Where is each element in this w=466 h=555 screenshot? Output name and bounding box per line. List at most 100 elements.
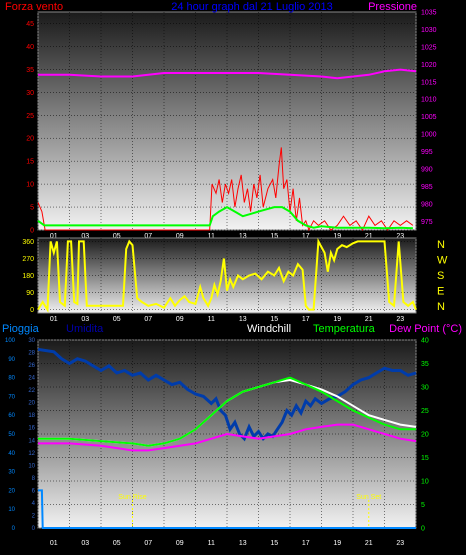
wind-x-tick: 15 — [270, 233, 278, 240]
rain-y-tick: 0 — [12, 526, 16, 532]
compass-label: N — [437, 301, 445, 313]
humidity-y-tick: 14 — [28, 438, 35, 444]
wind-y-tick: 25 — [26, 113, 34, 120]
direction-x-tick: 17 — [302, 316, 310, 323]
temperature-x-tick: 07 — [144, 540, 152, 547]
wind-y-tick: 30 — [26, 90, 34, 97]
wind-x-tick: 21 — [365, 233, 373, 240]
pressure-y-tick: 980 — [421, 201, 433, 208]
temperature-y-tick: 40 — [421, 338, 429, 345]
wind-gust-line — [37, 147, 414, 232]
pressure-axis-label: Pressione — [368, 1, 417, 13]
direction-x-tick: 09 — [176, 316, 184, 323]
temperature-x-tick: 19 — [333, 540, 341, 547]
wind-average-line — [37, 205, 413, 230]
direction-y-tick: 270 — [22, 256, 34, 263]
direction-y-tick: 90 — [26, 290, 34, 297]
direction-x-tick: 03 — [81, 316, 89, 323]
humidity-y-tick: 12 — [28, 451, 35, 457]
direction-y-tick: 180 — [22, 273, 34, 280]
wind-y-tick: 35 — [26, 67, 34, 74]
wind-x-tick: 05 — [113, 233, 121, 240]
humidity-y-tick: 28 — [28, 351, 35, 357]
temperature-y-tick: 0 — [421, 526, 425, 533]
direction-x-tick: 23 — [396, 316, 404, 323]
wind-y-tick: 0 — [30, 228, 34, 235]
pressure-y-tick: 1025 — [421, 44, 437, 51]
wind-x-tick: 23 — [396, 233, 404, 240]
rain-y-tick: 20 — [8, 488, 15, 494]
direction-x-tick: 21 — [365, 316, 373, 323]
pressure-y-tick: 1005 — [421, 114, 437, 121]
direction-x-tick: 13 — [239, 316, 247, 323]
humidity-y-tick: 20 — [28, 401, 35, 407]
wind-x-tick: 19 — [333, 233, 341, 240]
humidity-line — [37, 347, 417, 442]
humidity-y-tick: 6 — [32, 488, 36, 494]
pressure-y-tick: 975 — [421, 219, 433, 226]
compass-label: W — [437, 255, 448, 267]
rain-y-tick: 70 — [8, 394, 15, 400]
temperature-y-tick: 25 — [421, 408, 429, 415]
compass-label: E — [437, 286, 444, 298]
temperature-x-tick: 05 — [113, 540, 121, 547]
direction-x-tick: 15 — [270, 316, 278, 323]
sun-set-label: Sun Set — [356, 494, 381, 501]
direction-y-tick: 360 — [22, 239, 34, 246]
compass-label: S — [437, 270, 444, 282]
legend-windchill: Windchill — [247, 323, 291, 335]
wind-x-tick: 01 — [50, 233, 58, 240]
temperature-x-tick: 11 — [208, 540, 215, 547]
pressure-y-tick: 985 — [421, 184, 433, 191]
pressure-y-tick: 1010 — [421, 97, 437, 104]
rain-y-tick: 50 — [8, 432, 15, 438]
humidity-y-tick: 18 — [28, 413, 35, 419]
wind-y-tick: 15 — [26, 159, 34, 166]
wind-y-tick: 40 — [26, 44, 34, 51]
wind-x-tick: 03 — [81, 233, 89, 240]
direction-x-tick: 19 — [333, 316, 341, 323]
humidity-y-tick: 10 — [28, 463, 35, 469]
compass-label: N — [437, 239, 445, 251]
humidity-y-tick: 16 — [28, 426, 35, 432]
pressure-y-tick: 1015 — [421, 79, 437, 86]
wind-x-tick: 09 — [176, 233, 184, 240]
chart-title: 24 hour graph dal 21 Luglio 2013 — [171, 1, 332, 13]
pressure-y-tick: 1000 — [421, 132, 437, 139]
temperature-x-tick: 03 — [81, 540, 89, 547]
temperature-y-tick: 35 — [421, 361, 429, 368]
humidity-y-tick: 2 — [32, 513, 36, 519]
wind-y-tick: 5 — [30, 205, 34, 212]
temperature-x-tick: 17 — [302, 540, 310, 547]
temperature-x-tick: 09 — [176, 540, 184, 547]
rain-y-tick: 90 — [8, 357, 15, 363]
temperature-y-tick: 5 — [421, 502, 425, 509]
rain-y-tick: 80 — [8, 376, 15, 382]
rain-y-tick: 40 — [8, 451, 15, 457]
humidity-y-tick: 0 — [32, 526, 36, 532]
sun-rise-label: Sun Rise — [118, 494, 147, 501]
temperature-y-tick: 20 — [421, 432, 429, 439]
temperature-x-tick: 23 — [396, 540, 404, 547]
wind-x-tick: 17 — [302, 233, 310, 240]
wind-axis-label: Forza vento — [5, 1, 63, 13]
direction-x-tick: 05 — [113, 316, 121, 323]
humidity-y-tick: 4 — [32, 501, 36, 507]
temperature-line — [38, 376, 416, 447]
pressure-line — [38, 68, 417, 80]
pressure-y-tick: 995 — [421, 149, 433, 156]
rain-axis-label: Pioggia — [2, 323, 40, 335]
pressure-y-tick: 990 — [421, 166, 433, 173]
wind-x-tick: 11 — [208, 233, 215, 240]
direction-x-tick: 07 — [144, 316, 152, 323]
rain-y-tick: 100 — [5, 338, 16, 344]
temperature-y-tick: 15 — [421, 455, 429, 462]
rain-y-tick: 30 — [8, 470, 15, 476]
dewpoint-line — [38, 423, 417, 452]
wind-x-tick: 13 — [239, 233, 247, 240]
humidity-y-tick: 24 — [28, 376, 35, 382]
pressure-y-tick: 1030 — [421, 27, 437, 34]
